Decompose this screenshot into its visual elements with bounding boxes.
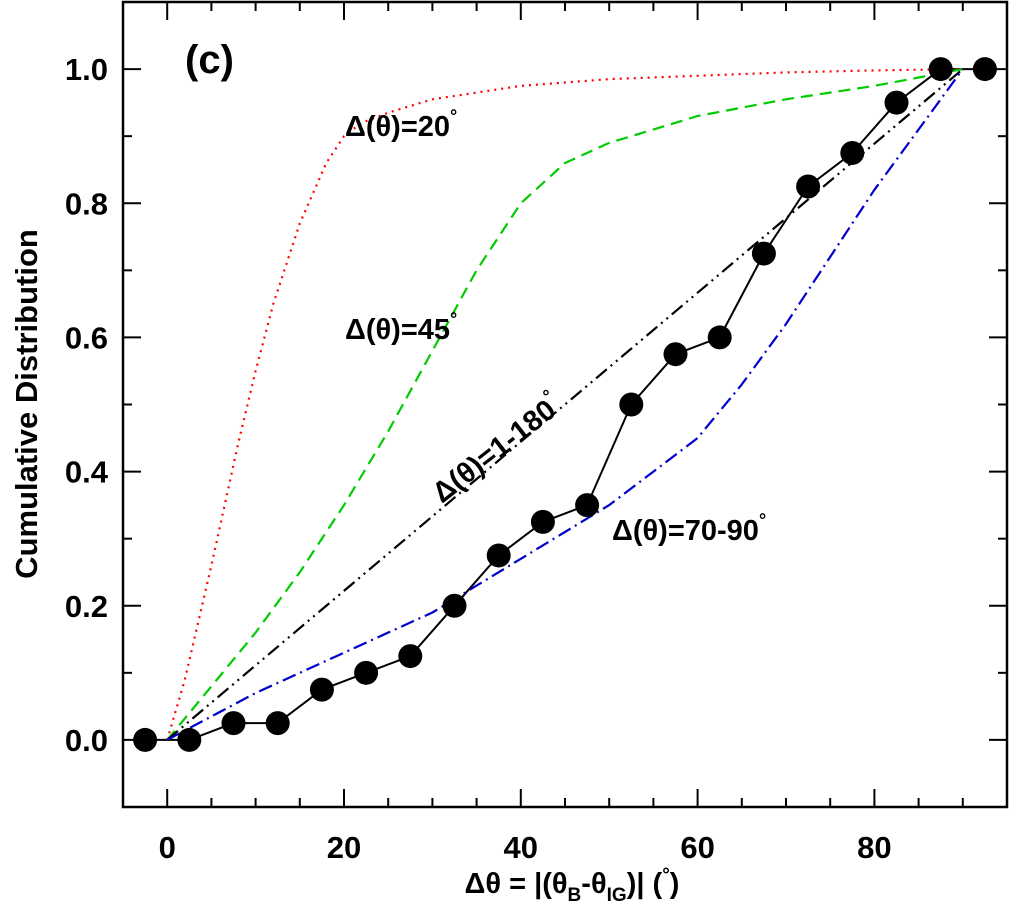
axes-layer (121, 0, 1009, 809)
y-tick-label: 0.2 (65, 589, 108, 624)
x-axis-label: Δθ = |(θB-θIG)| (°) (465, 865, 680, 906)
marker-layer (133, 57, 997, 752)
data-point (972, 57, 997, 82)
data-point (309, 677, 334, 702)
x-tick-label: 0 (159, 830, 176, 865)
y-tick-label: 0.6 (65, 320, 108, 355)
y-tick-label: 0.4 (65, 455, 109, 490)
series-line-4 (166, 68, 964, 741)
y-tick-label: 1.0 (65, 52, 108, 87)
x-tick-label: 80 (857, 830, 891, 865)
data-point (354, 660, 379, 685)
data-point (884, 90, 909, 115)
label-layer: (c) Cumulative Distribution Δθ = |(θB-θI… (9, 38, 892, 906)
series-label-delta-20: Δ(θ)=20° (345, 106, 457, 143)
x-tick-label: 60 (680, 830, 714, 865)
data-point (133, 727, 158, 752)
y-tick-label: 0.0 (65, 723, 108, 758)
series-label-delta-70-90: Δ(θ)=70-90° (612, 510, 766, 547)
data-point (177, 727, 202, 752)
series-line-0 (145, 68, 985, 741)
series-label-delta-1-180: Δ(θ)=1-180° (424, 385, 568, 509)
plot-frame (121, 0, 1009, 809)
series-line-1 (166, 68, 963, 741)
y-tick-label: 0.8 (65, 186, 108, 221)
panel-label: (c) (185, 38, 234, 82)
data-point (442, 593, 467, 618)
data-point (265, 711, 290, 736)
data-point (486, 543, 511, 568)
data-point (796, 174, 821, 199)
data-point (575, 493, 600, 518)
data-point (707, 325, 732, 350)
data-point (840, 140, 865, 165)
series-label-delta-45: Δ(θ)=45° (345, 309, 457, 346)
data-point (663, 342, 688, 367)
y-axis-label: Cumulative Distribution (9, 229, 44, 579)
data-point (221, 711, 246, 736)
series-line-2 (166, 68, 964, 741)
data-point (530, 509, 555, 534)
data-point (398, 644, 423, 669)
data-point (619, 392, 644, 417)
x-tick-label: 20 (327, 830, 361, 865)
series-line-3 (166, 68, 964, 741)
data-point (928, 57, 953, 82)
x-tick-label: 40 (504, 830, 538, 865)
series-layer (145, 68, 985, 741)
data-point (751, 241, 776, 266)
